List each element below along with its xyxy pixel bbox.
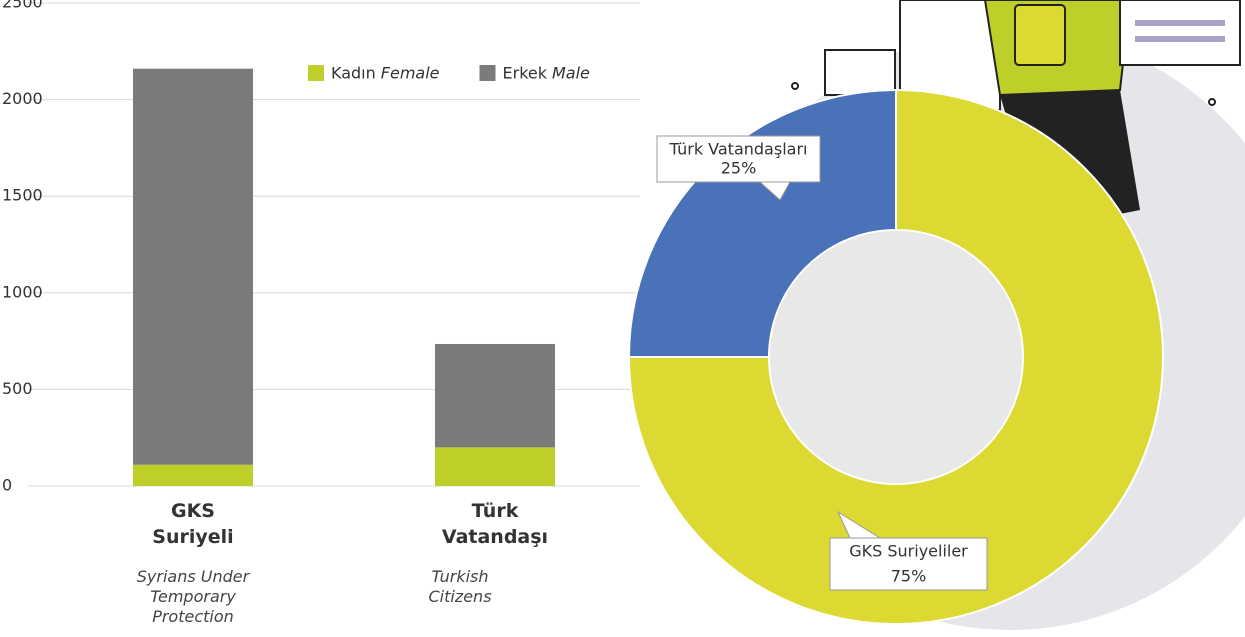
y-tick-label: 1000 (2, 282, 43, 301)
y-tick-label: 2500 (2, 0, 43, 12)
legend-swatch (480, 65, 496, 81)
slice-value-label: 25% (721, 159, 757, 178)
legend-swatch (308, 65, 324, 81)
bar-segment (133, 465, 253, 486)
category-subtitle: Turkish Citizens (415, 567, 505, 607)
y-tick-label: 2000 (2, 89, 43, 108)
slice-value-label: 75% (891, 567, 927, 586)
category-label: Türk Vatandaşı (440, 498, 550, 550)
slice-label: GKS Suriyeliler (849, 542, 968, 561)
y-tick-label: 500 (2, 379, 33, 398)
y-tick-label: 1500 (2, 186, 43, 205)
page: 0 500 1000 1500 2000 2500 Kadın Female ErkekMale… (0, 0, 1245, 637)
category-label: GKS Suriyeli (138, 498, 248, 550)
legend-label: Erkek (503, 64, 548, 83)
donut-hole (770, 231, 1022, 483)
legend-label-en: Female (381, 64, 440, 83)
legend-label-en: Male (552, 64, 590, 83)
bar-segment (133, 69, 253, 465)
legend-label: Kadın (331, 64, 376, 83)
bar-segment (435, 447, 555, 486)
category-subtitle: Syrians Under Temporary Protection (118, 567, 268, 627)
y-tick-label: 0 (2, 476, 12, 495)
slice-label: Türk Vatandaşları (669, 140, 808, 159)
bar-segment (435, 344, 555, 447)
